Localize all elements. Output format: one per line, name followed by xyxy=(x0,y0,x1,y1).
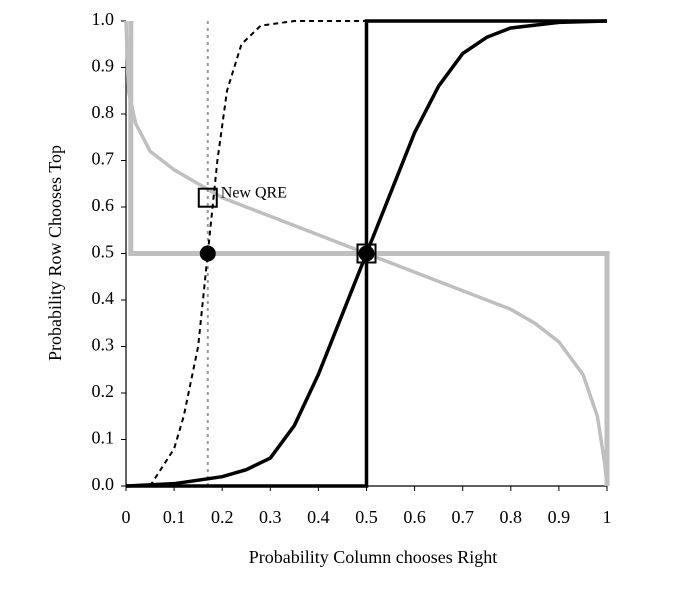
x-tick-label: 0.6 xyxy=(403,507,426,527)
x-tick-label: 0.2 xyxy=(211,507,234,527)
marker-circle xyxy=(358,245,375,262)
x-tick-label: 0 xyxy=(122,507,131,527)
y-tick-label: 0.4 xyxy=(92,288,115,308)
y-tick-label: 0.6 xyxy=(92,195,115,215)
x-tick-label: 0.3 xyxy=(259,507,282,527)
y-tick-label: 0.0 xyxy=(92,474,115,494)
marker-circle xyxy=(199,245,216,262)
x-tick-label: 0.4 xyxy=(307,507,330,527)
x-tick-label: 0.1 xyxy=(163,507,186,527)
x-tick-label: 0.5 xyxy=(355,507,378,527)
y-tick-label: 0.2 xyxy=(92,381,115,401)
x-tick-label: 0.9 xyxy=(548,507,571,527)
x-tick-label: 0.7 xyxy=(451,507,474,527)
annotation: New QRE xyxy=(221,184,287,201)
y-tick-label: 0.8 xyxy=(92,102,115,122)
x-tick-label: 1 xyxy=(603,507,612,527)
y-axis-label: Probability Row Chooses Top xyxy=(45,145,65,361)
y-tick-label: 0.3 xyxy=(92,335,115,355)
y-tick-label: 0.7 xyxy=(92,149,115,169)
x-axis-label: Probability Column chooses Right xyxy=(249,547,498,567)
series-line xyxy=(149,20,367,487)
y-tick-label: 0.5 xyxy=(92,242,115,262)
y-tick-label: 0.9 xyxy=(92,56,115,76)
x-tick-label: 0.8 xyxy=(500,507,523,527)
marker-square xyxy=(197,187,218,208)
y-tick-label: 1.0 xyxy=(92,9,115,29)
y-tick-label: 0.1 xyxy=(92,428,115,448)
marker-square xyxy=(356,243,377,264)
